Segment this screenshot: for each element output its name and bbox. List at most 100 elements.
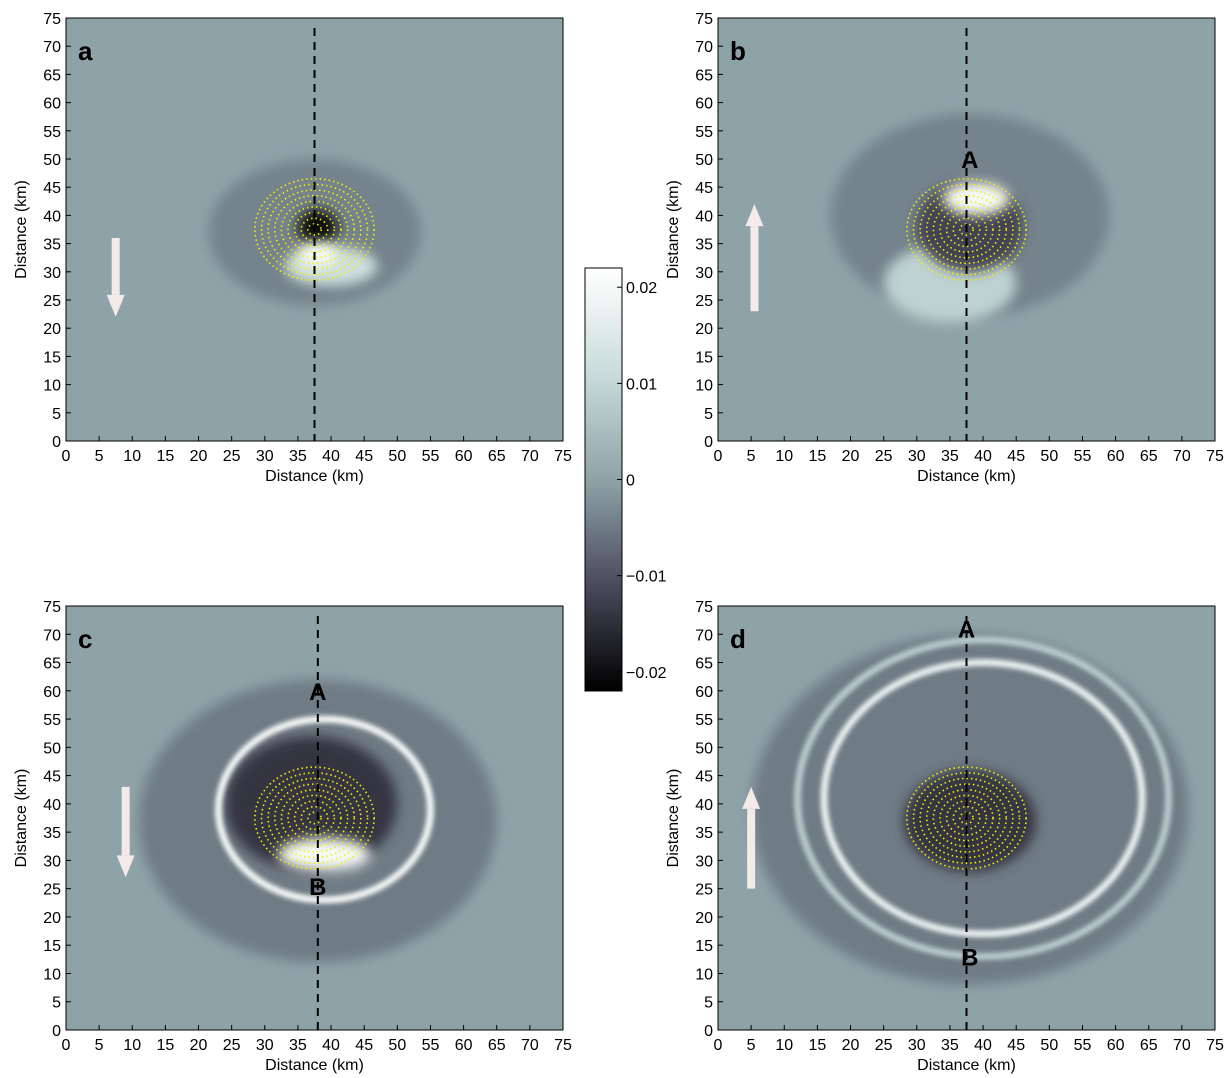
y-tick-label: 75: [695, 599, 713, 616]
panel-letter: b: [730, 36, 746, 66]
vortex-contour: [267, 777, 362, 859]
x-tick-label: 15: [809, 1037, 827, 1054]
y-tick-label: 20: [695, 321, 713, 338]
panels: a005510101515202025253030353540404545505…: [13, 11, 1224, 1074]
x-tick-label: 55: [1074, 1037, 1092, 1054]
x-tick-label: 35: [289, 448, 307, 465]
y-tick-label: 65: [43, 67, 61, 84]
x-tick-label: 50: [388, 448, 406, 465]
field-ring: [214, 715, 434, 904]
x-tick-label: 25: [875, 448, 893, 465]
motion-arrow-head: [106, 294, 125, 317]
motion-arrow-head: [116, 855, 135, 878]
x-tick-label: 5: [95, 448, 104, 465]
y-tick-label: 15: [695, 938, 713, 955]
y-tick-label: 10: [43, 378, 61, 395]
vortex-contour: [959, 811, 974, 825]
y-tick-label: 35: [43, 237, 61, 254]
y-tick-label: 65: [695, 656, 713, 673]
x-tick-label: 55: [1074, 448, 1092, 465]
vortex-contour: [925, 194, 1008, 265]
x-tick-label: 50: [1040, 448, 1058, 465]
x-tick-label: 35: [289, 1037, 307, 1054]
axes-frame: [65, 17, 564, 442]
y-tick-label: 70: [43, 627, 61, 644]
y-tick-label: 5: [52, 406, 61, 423]
y-tick-label: 50: [43, 740, 61, 757]
field-blob: [943, 181, 1010, 216]
x-tick-label: 10: [123, 1037, 141, 1054]
point-label-A: A: [309, 679, 326, 706]
y-tick-label: 60: [695, 96, 713, 113]
vortex-contour: [273, 783, 356, 853]
axes-frame: [65, 605, 564, 1031]
y-tick-label: 75: [43, 11, 61, 28]
y-tick-label: 15: [43, 938, 61, 955]
x-tick-label: 10: [775, 1037, 793, 1054]
field-blob: [225, 736, 398, 872]
y-tick-label: 15: [695, 349, 713, 366]
y-tick-label: 25: [43, 882, 61, 899]
y-tick-label: 25: [695, 882, 713, 899]
axes-frame: [717, 17, 1216, 442]
vortex-contour: [307, 223, 322, 236]
colorbar-tick-label: 0.02: [626, 280, 657, 297]
field-features: [751, 634, 1189, 985]
x-tick-label: 30: [256, 1037, 274, 1054]
panel-letter: d: [730, 624, 746, 654]
x-tick-label: 45: [1007, 1037, 1025, 1054]
x-tick-label: 0: [714, 448, 723, 465]
y-tick-label: 65: [695, 67, 713, 84]
x-tick-label: 70: [521, 448, 539, 465]
y-tick-label: 50: [43, 152, 61, 169]
vortex-contour: [280, 788, 349, 848]
x-axis-label: Distance (km): [917, 1057, 1016, 1074]
x-tick-label: 25: [223, 1037, 241, 1054]
x-tick-label: 25: [875, 1037, 893, 1054]
x-tick-label: 40: [322, 1037, 340, 1054]
y-tick-label: 15: [43, 349, 61, 366]
panel-c: ABc0055101015152020252530303535404045455…: [13, 599, 572, 1074]
field-blob: [297, 209, 338, 244]
y-tick-label: 45: [43, 180, 61, 197]
field-blob: [297, 243, 338, 267]
vortex-contour: [267, 189, 362, 270]
y-tick-label: 40: [695, 797, 713, 814]
x-tick-label: 60: [1107, 1037, 1125, 1054]
x-tick-label: 65: [488, 448, 506, 465]
x-tick-label: 25: [223, 448, 241, 465]
panel-a: a005510101515202025253030353540404545505…: [13, 11, 572, 485]
x-axis-label: Distance (km): [265, 1057, 364, 1074]
x-tick-label: 75: [554, 448, 572, 465]
y-tick-label: 20: [695, 910, 713, 927]
x-axis-label: Distance (km): [265, 468, 364, 485]
y-tick-label: 0: [704, 434, 713, 451]
x-tick-label: 65: [1140, 448, 1158, 465]
y-tick-label: 70: [43, 39, 61, 56]
y-tick-label: 0: [52, 434, 61, 451]
y-tick-label: 55: [43, 712, 61, 729]
x-tick-label: 40: [322, 448, 340, 465]
vortex-contour: [939, 206, 994, 253]
vortex-contour: [260, 771, 369, 865]
y-tick-label: 30: [43, 265, 61, 282]
y-tick-label: 35: [695, 825, 713, 842]
y-tick-label: 60: [43, 96, 61, 113]
panel-letter: a: [78, 36, 93, 66]
y-tick-label: 45: [43, 769, 61, 786]
colorbar-tick-label: 0.01: [626, 376, 657, 393]
y-tick-label: 25: [43, 293, 61, 310]
colorbar-tick-label: −0.01: [626, 569, 667, 586]
x-tick-label: 20: [190, 1037, 208, 1054]
colorbar-tick-label: 0: [626, 473, 635, 490]
field-features: [138, 679, 497, 963]
y-tick-label: 45: [695, 769, 713, 786]
y-tick-label: 75: [695, 11, 713, 28]
y-tick-label: 30: [695, 265, 713, 282]
x-tick-label: 30: [908, 1037, 926, 1054]
x-tick-label: 20: [190, 448, 208, 465]
x-tick-label: 0: [62, 1037, 71, 1054]
field-blob: [903, 769, 1037, 872]
y-tick-label: 65: [43, 656, 61, 673]
motion-arrow-head: [745, 204, 764, 227]
